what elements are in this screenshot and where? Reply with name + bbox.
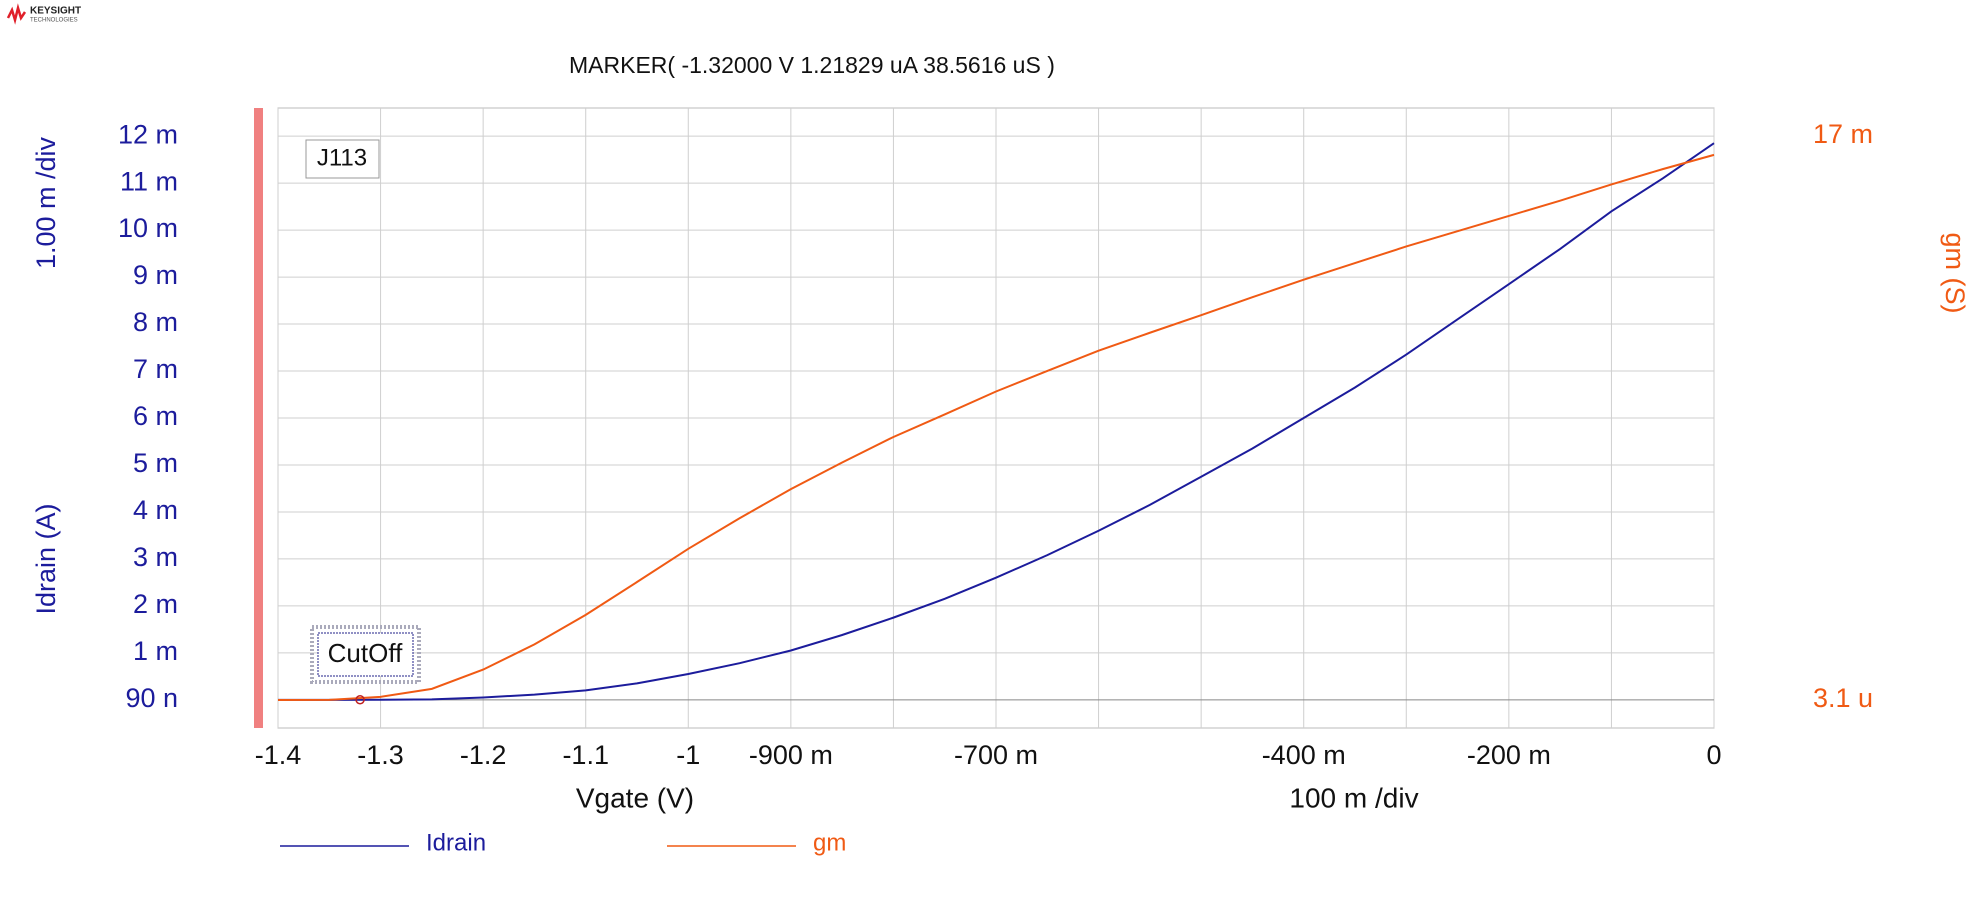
y-tick-label: 11 m xyxy=(120,166,178,196)
y-tick-label: 10 m xyxy=(118,213,178,243)
annotation-box xyxy=(305,139,380,179)
series-line xyxy=(277,153,1715,702)
x-tick-label: -200 m xyxy=(1467,740,1551,770)
y-tick-label: 6 m xyxy=(133,401,178,431)
y-tick-label: 7 m xyxy=(133,354,178,384)
logo-icon xyxy=(6,3,27,25)
marker-point xyxy=(355,695,365,705)
y-tick-label: 8 m xyxy=(133,307,178,337)
y-tick-label: 4 m xyxy=(133,495,178,525)
x-axis-label: Vgate (V) xyxy=(576,782,694,813)
logo: KEYSIGHT TECHNOLOGIES xyxy=(6,3,81,25)
x-tick-label: -1.3 xyxy=(357,740,404,770)
x-tick-label: -1.1 xyxy=(562,740,609,770)
y-tick-label: 9 m xyxy=(133,260,178,290)
x-tick-label: -1.4 xyxy=(255,740,302,770)
legend-label: Idrain xyxy=(426,829,486,856)
active-bar xyxy=(254,108,263,728)
logo-brand: KEYSIGHT xyxy=(30,6,81,17)
plot xyxy=(277,142,1715,705)
x-tick-label: -1.2 xyxy=(460,740,507,770)
y2-tick-label: 3.1 u xyxy=(1813,683,1873,713)
annotation: CutOff xyxy=(328,638,403,668)
y-tick-label: 90 n xyxy=(125,683,178,713)
y-div-label: 1.00 m /div xyxy=(31,136,61,269)
x-tick-label: -400 m xyxy=(1262,740,1346,770)
y2-axis-label: gm (S) xyxy=(1940,233,1970,314)
annotation-box xyxy=(317,632,414,677)
logo-sub: TECHNOLOGIES xyxy=(30,18,78,24)
y-tick-label: 12 m xyxy=(118,119,178,149)
annotation-halo xyxy=(310,625,421,684)
y2-tick-label: 17 m xyxy=(1813,119,1873,149)
y-tick-label: 5 m xyxy=(133,448,178,478)
series-line xyxy=(278,142,1715,701)
x-div-label: 100 m /div xyxy=(1289,782,1418,813)
x-tick-label: -900 m xyxy=(749,740,833,770)
y-tick-label: 3 m xyxy=(133,542,178,572)
y-axis-label: Idrain (A) xyxy=(31,503,61,614)
annotation: J113 xyxy=(317,144,367,171)
legend-label: gm xyxy=(813,829,846,856)
grid xyxy=(277,107,1715,729)
x-tick-label: -1 xyxy=(676,740,700,770)
marker-readout: MARKER( -1.32000 V 1.21829 uA 38.5616 uS… xyxy=(569,52,1055,78)
y-tick-label: 1 m xyxy=(133,636,178,666)
x-tick-label: -700 m xyxy=(954,740,1038,770)
y-tick-label: 2 m xyxy=(133,589,178,619)
x-tick-label: 0 xyxy=(1706,740,1721,770)
